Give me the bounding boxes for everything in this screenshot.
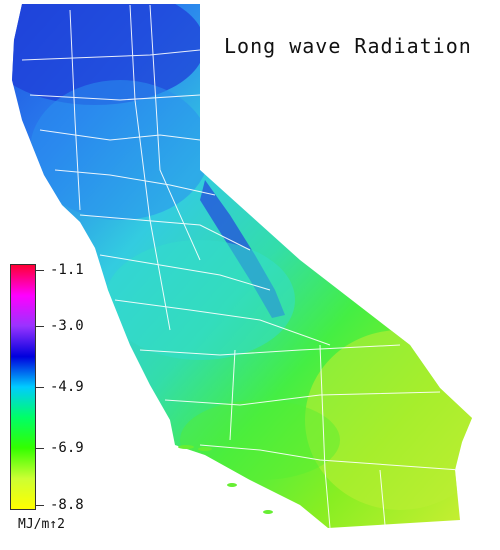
tick-label-1: -1.1: [50, 262, 84, 278]
north-central-region: [30, 80, 210, 220]
tick-label-4: -6.9: [50, 440, 84, 456]
tick-mark: [36, 270, 44, 271]
desert-region: [305, 330, 472, 510]
tick-label-2: -3.0: [50, 318, 84, 334]
county-lines: [21, 4, 461, 528]
south-coast-region: [180, 400, 340, 480]
tick-mark: [36, 326, 44, 327]
channel-islands: [178, 445, 273, 514]
tick-label-3: -4.9: [50, 379, 84, 395]
map-title: Long wave Radiation: [224, 34, 472, 58]
central-valley-region: [105, 240, 295, 360]
colorbar: [10, 264, 36, 510]
tick-mark: [36, 505, 44, 506]
unit-label: MJ/m↑2: [18, 517, 65, 532]
north-region: [12, 4, 205, 105]
tick-mark: [36, 387, 44, 388]
tick-label-5: -8.8: [50, 497, 84, 513]
tick-mark: [36, 448, 44, 449]
